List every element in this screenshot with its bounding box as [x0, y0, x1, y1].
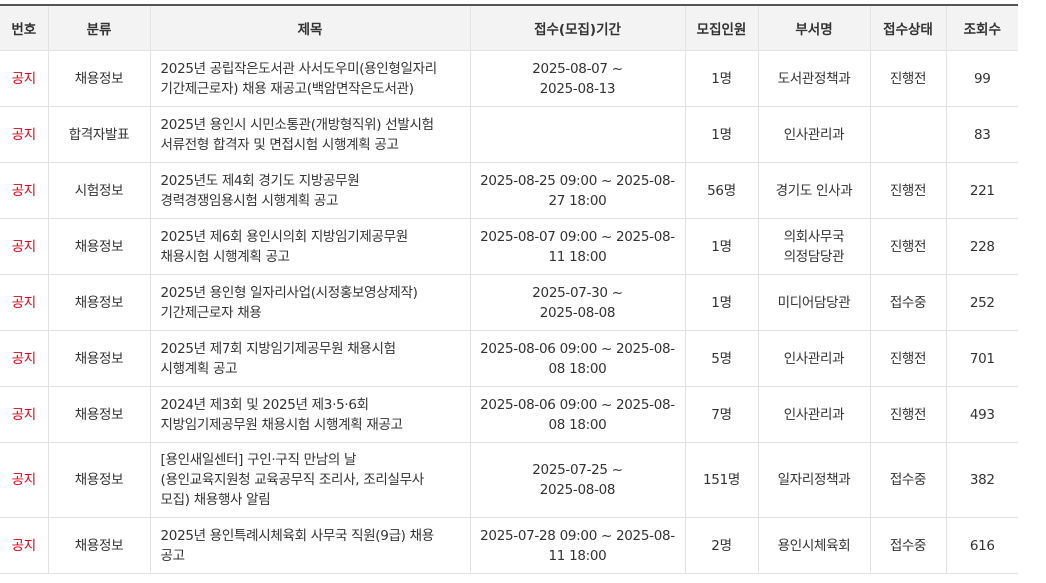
category-cell: 채용정보: [47, 218, 151, 275]
views-cell: 99: [945, 50, 1018, 107]
views-cell: 252: [945, 274, 1018, 331]
notice-label: 공지: [0, 162, 49, 219]
category-cell: 채용정보: [47, 386, 151, 443]
header-count: 모집인원: [684, 5, 759, 51]
notice-label: 공지: [0, 442, 49, 518]
recruit-count-cell: 1명: [684, 50, 759, 107]
department-cell: 일자리정책과: [757, 442, 871, 518]
status-cell: 접수중: [869, 442, 947, 518]
period-cell: 2025-08-06 09:00 ~ 2025-08- 08 18:00: [469, 386, 686, 443]
table-row: 공지 채용정보 2025년 공립작은도서관 사서도우미(용인형일자리 기간제근로자)…: [0, 50, 1018, 107]
recruit-count-cell: 5명: [684, 330, 759, 387]
header-number: 번호: [0, 5, 49, 51]
status-cell: 진행전: [869, 330, 947, 387]
department-cell: 도서관정책과: [757, 50, 871, 107]
period-cell: 2025-08-07 09:00 ~ 2025-08- 11 18:00: [469, 218, 686, 275]
table-row: 공지 합격자발표 2025년 용인시 시민소통관(개방형직위) 선발시험 서류전형 …: [0, 106, 1018, 163]
department-cell: 인사관리과: [757, 330, 871, 387]
department-cell: 경기도 인사과: [757, 162, 871, 219]
header-period: 접수(모집)기간: [469, 5, 686, 51]
category-cell: 합격자발표: [47, 106, 151, 163]
post-title-link[interactable]: 2025년 용인특례시체육회 사무국 직원(9급) 채용 공고: [149, 517, 471, 574]
notice-label: 공지: [0, 106, 49, 163]
department-cell: 용인시체육회: [757, 517, 871, 574]
period-cell: [469, 106, 686, 163]
period-cell: 2025-07-28 09:00 ~ 2025-08- 11 18:00: [469, 517, 686, 574]
post-title-link[interactable]: 2025년 제7회 지방임기제공무원 채용시험 시행계획 공고: [149, 330, 471, 387]
post-title-link[interactable]: [용인새일센터] 구인·구직 만남의 날 (용인교육지원청 교육공무직 조리사,…: [149, 442, 471, 518]
period-cell: 2025-07-30 ~ 2025-08-08: [469, 274, 686, 331]
views-cell: 616: [945, 517, 1018, 574]
notice-label: 공지: [0, 517, 49, 574]
category-cell: 채용정보: [47, 517, 151, 574]
header-status: 접수상태: [869, 5, 947, 51]
views-cell: 382: [945, 442, 1018, 518]
table-header-row: 번호 분류 제목 접수(모집)기간 모집인원 부서명 접수상태 조회수: [0, 5, 1018, 51]
category-cell: 채용정보: [47, 330, 151, 387]
status-cell: [869, 106, 947, 163]
post-title-link[interactable]: 2025년 제6회 용인시의회 지방임기제공무원 채용시험 시행계획 공고: [149, 218, 471, 275]
category-cell: 채용정보: [47, 442, 151, 518]
recruit-count-cell: 1명: [684, 274, 759, 331]
table-row: 공지 채용정보 2025년 용인형 일자리사업(시정홍보영상제작) 기간제근로자 채…: [0, 274, 1018, 331]
recruit-count-cell: 1명: [684, 218, 759, 275]
status-cell: 접수중: [869, 517, 947, 574]
period-cell: 2025-08-06 09:00 ~ 2025-08- 08 18:00: [469, 330, 686, 387]
views-cell: 221: [945, 162, 1018, 219]
post-title-link[interactable]: 2025년 용인시 시민소통관(개방형직위) 선발시험 서류전형 합격자 및 면…: [149, 106, 471, 163]
status-cell: 진행전: [869, 218, 947, 275]
category-cell: 채용정보: [47, 274, 151, 331]
table-row: 공지 채용정보 2025년 제6회 용인시의회 지방임기제공무원 채용시험 시행계획…: [0, 218, 1018, 275]
views-cell: 83: [945, 106, 1018, 163]
recruit-count-cell: 56명: [684, 162, 759, 219]
table-row: 공지 채용정보 2024년 제3회 및 2025년 제3·5·6회 지방임기제공무원…: [0, 386, 1018, 443]
status-cell: 진행전: [869, 50, 947, 107]
notice-label: 공지: [0, 274, 49, 331]
department-cell: 의회사무국 의정담당관: [757, 218, 871, 275]
department-cell: 인사관리과: [757, 386, 871, 443]
notice-label: 공지: [0, 330, 49, 387]
table-row: 공지 채용정보 [용인새일센터] 구인·구직 만남의 날 (용인교육지원청 교육공무…: [0, 442, 1018, 518]
period-cell: 2025-08-25 09:00 ~ 2025-08- 27 18:00: [469, 162, 686, 219]
period-cell: 2025-08-07 ~ 2025-08-13: [469, 50, 686, 107]
post-title-link[interactable]: 2024년 제3회 및 2025년 제3·5·6회 지방임기제공무원 채용시험 …: [149, 386, 471, 443]
notice-label: 공지: [0, 50, 49, 107]
header-department: 부서명: [757, 5, 871, 51]
views-cell: 701: [945, 330, 1018, 387]
status-cell: 진행전: [869, 162, 947, 219]
table-row: 공지 시험정보 2025년도 제4회 경기도 지방공무원 경력경쟁임용시험 시행계획…: [0, 162, 1018, 219]
department-cell: 미디어담당관: [757, 274, 871, 331]
status-cell: 진행전: [869, 386, 947, 443]
header-category: 분류: [47, 5, 151, 51]
header-views: 조회수: [945, 5, 1018, 51]
status-cell: 접수중: [869, 274, 947, 331]
table-row: 공지 채용정보 2025년 용인특례시체육회 사무국 직원(9급) 채용 공고 202…: [0, 517, 1018, 574]
recruit-count-cell: 2명: [684, 517, 759, 574]
department-cell: 인사관리과: [757, 106, 871, 163]
recruit-count-cell: 151명: [684, 442, 759, 518]
category-cell: 채용정보: [47, 50, 151, 107]
table-row: 공지 채용정보 2025년 제7회 지방임기제공무원 채용시험 시행계획 공고 202…: [0, 330, 1018, 387]
recruit-count-cell: 1명: [684, 106, 759, 163]
recruitment-board-table: 번호 분류 제목 접수(모집)기간 모집인원 부서명 접수상태 조회수 공지 채용…: [0, 4, 1018, 574]
header-title: 제목: [149, 5, 471, 51]
post-title-link[interactable]: 2025년도 제4회 경기도 지방공무원 경력경쟁임용시험 시행계획 공고: [149, 162, 471, 219]
post-title-link[interactable]: 2025년 용인형 일자리사업(시정홍보영상제작) 기간제근로자 채용: [149, 274, 471, 331]
category-cell: 시험정보: [47, 162, 151, 219]
notice-label: 공지: [0, 218, 49, 275]
period-cell: 2025-07-25 ~ 2025-08-08: [469, 442, 686, 518]
notice-label: 공지: [0, 386, 49, 443]
views-cell: 493: [945, 386, 1018, 443]
views-cell: 228: [945, 218, 1018, 275]
post-title-link[interactable]: 2025년 공립작은도서관 사서도우미(용인형일자리 기간제근로자) 채용 재공…: [149, 50, 471, 107]
recruit-count-cell: 7명: [684, 386, 759, 443]
